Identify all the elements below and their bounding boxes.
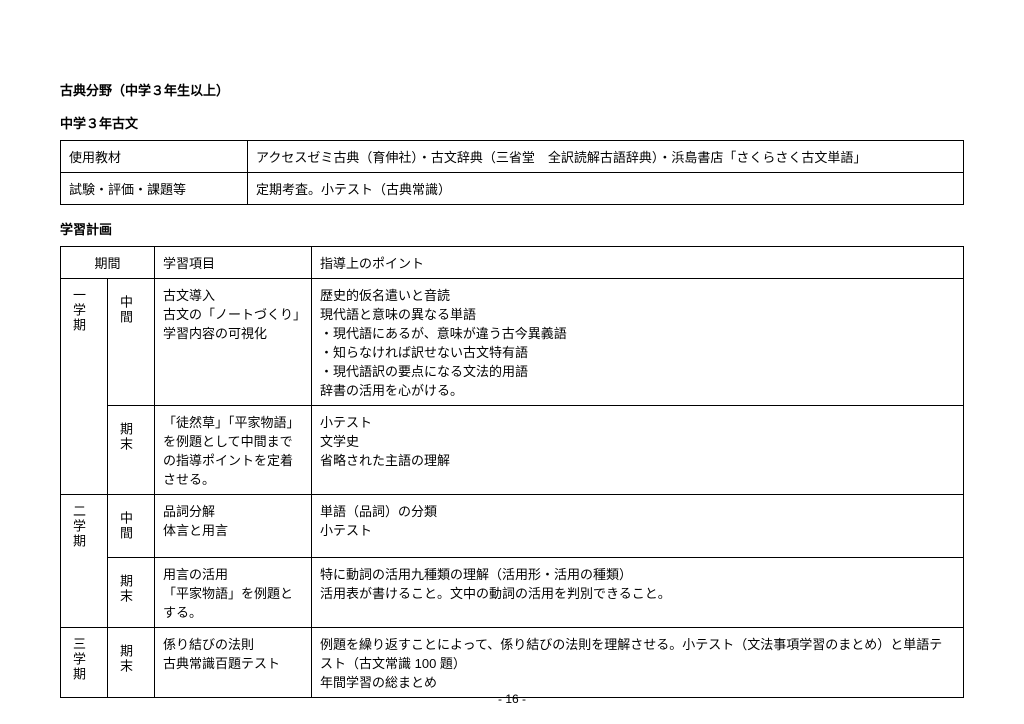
plan-period: 一学期 (61, 279, 108, 495)
plan-table: 期間 学習項目 指導上のポイント 一学期 中間 古文導入古文の「ノートづくり」学… (60, 246, 964, 698)
table-row: 一学期 中間 古文導入古文の「ノートづくり」学習内容の可視化 歴史的仮名遣いと音… (61, 279, 964, 406)
plan-period: 二学期 (61, 495, 108, 628)
plan-point: 特に動詞の活用九種類の理解（活用形・活用の種類）活用表が書けること。文中の動詞の… (312, 558, 964, 628)
plan-point: 歴史的仮名遣いと音読現代語と意味の異なる単語・現代語にあるが、意味が違う古今異義… (312, 279, 964, 406)
plan-point: 小テスト文学史省略された主語の理解 (312, 406, 964, 495)
materials-label: 使用教材 (61, 141, 248, 173)
plan-col-item: 学習項目 (155, 247, 312, 279)
plan-col-point: 指導上のポイント (312, 247, 964, 279)
plan-subperiod: 期末 (108, 558, 155, 628)
table-row: 期末 用言の活用「平家物語」を例題とする。 特に動詞の活用九種類の理解（活用形・… (61, 558, 964, 628)
materials-label: 試験・評価・課題等 (61, 173, 248, 205)
table-row: 期末 「徒然草」「平家物語」を例題として中間までの指導ポイントを定着させる。 小… (61, 406, 964, 495)
materials-table: 使用教材 アクセスゼミ古典（育伸社）・古文辞典（三省堂 全訳読解古語辞典）・浜島… (60, 140, 964, 205)
plan-item: 品詞分解体言と用言 (155, 495, 312, 558)
plan-item: 「徒然草」「平家物語」を例題として中間までの指導ポイントを定着させる。 (155, 406, 312, 495)
plan-label: 学習計画 (60, 219, 964, 238)
table-row: 試験・評価・課題等 定期考査。小テスト（古典常識） (61, 173, 964, 205)
plan-subperiod: 中間 (108, 279, 155, 406)
plan-col-period: 期間 (61, 247, 155, 279)
materials-value: 定期考査。小テスト（古典常識） (248, 173, 964, 205)
table-row: 三学期 期末 係り結びの法則古典常識百題テスト 例題を繰り返すことによって、係り… (61, 628, 964, 698)
plan-point: 例題を繰り返すことによって、係り結びの法則を理解させる。小テスト（文法事項学習の… (312, 628, 964, 698)
plan-subperiod: 中間 (108, 495, 155, 558)
page-number: - 16 - (0, 692, 1024, 706)
table-header-row: 期間 学習項目 指導上のポイント (61, 247, 964, 279)
table-row: 二学期 中間 品詞分解体言と用言 単語（品詞）の分類小テスト (61, 495, 964, 558)
subtitle: 中学３年古文 (60, 113, 964, 132)
plan-subperiod: 期末 (108, 628, 155, 698)
plan-subperiod: 期末 (108, 406, 155, 495)
section-title: 古典分野（中学３年生以上） (60, 80, 964, 99)
plan-item: 係り結びの法則古典常識百題テスト (155, 628, 312, 698)
table-row: 使用教材 アクセスゼミ古典（育伸社）・古文辞典（三省堂 全訳読解古語辞典）・浜島… (61, 141, 964, 173)
plan-item: 古文導入古文の「ノートづくり」学習内容の可視化 (155, 279, 312, 406)
plan-period: 三学期 (61, 628, 108, 698)
plan-point: 単語（品詞）の分類小テスト (312, 495, 964, 558)
materials-value: アクセスゼミ古典（育伸社）・古文辞典（三省堂 全訳読解古語辞典）・浜島書店「さく… (248, 141, 964, 173)
plan-item: 用言の活用「平家物語」を例題とする。 (155, 558, 312, 628)
